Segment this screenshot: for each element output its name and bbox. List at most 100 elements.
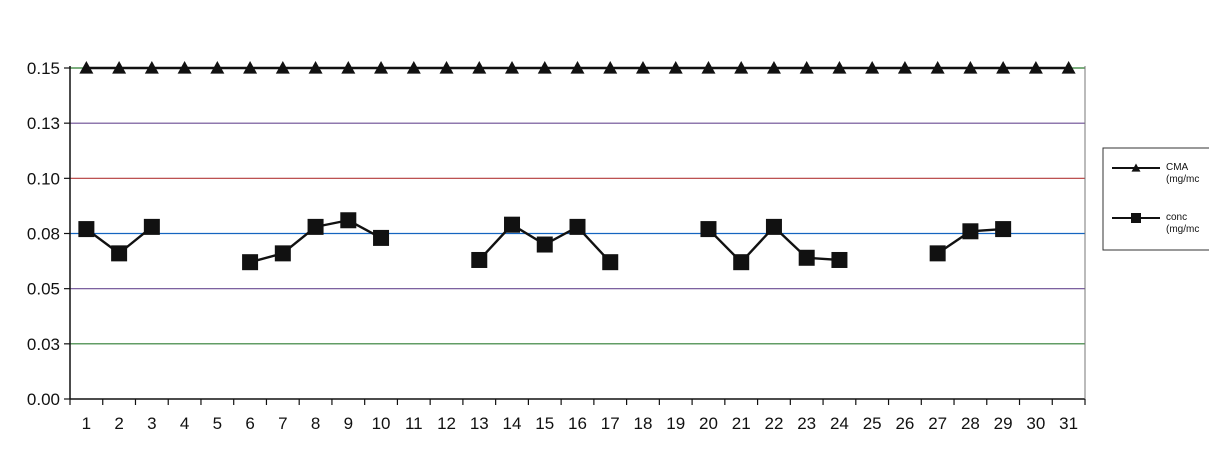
y-tick-label: 0.03 — [27, 335, 60, 354]
gridlines — [70, 67, 1085, 345]
x-tick-label: 18 — [634, 414, 653, 433]
square-marker — [962, 223, 979, 240]
y-tick-label: 0.00 — [27, 390, 60, 409]
y-tick-label: 0.05 — [27, 280, 60, 299]
y-tick-labels: 0.00 0.03 0.05 0.08 0.10 0.13 0.15 — [27, 59, 60, 409]
triangle-marker — [112, 61, 127, 74]
x-tick-label: 26 — [895, 414, 914, 433]
x-tick-label: 20 — [699, 414, 718, 433]
y-tick-label: 0.13 — [27, 114, 60, 133]
square-marker — [504, 216, 521, 233]
series-cma — [79, 61, 1076, 74]
triangle-marker — [766, 61, 781, 74]
y-tick-label: 0.08 — [27, 225, 60, 244]
square-marker — [242, 254, 259, 271]
x-tick-label: 27 — [928, 414, 947, 433]
x-tick-label: 16 — [568, 414, 587, 433]
legend-label-unit: (mg/mc — [1166, 224, 1199, 235]
triangle-marker — [1061, 61, 1076, 74]
triangle-marker — [865, 61, 880, 74]
triangle-marker — [505, 61, 520, 74]
square-marker — [274, 245, 291, 262]
square-marker — [307, 218, 324, 235]
x-tick-label: 22 — [764, 414, 783, 433]
x-tick-label: 19 — [666, 414, 685, 433]
triangle-marker — [734, 61, 749, 74]
triangle-marker — [210, 61, 225, 74]
triangle-marker — [439, 61, 454, 74]
x-tick-labels: 1 2 3 4 5 6 7 8 9 10 11 12 13 14 15 16 17 18 19 20 21 22 23 24 2… — [82, 414, 1078, 433]
legend-label-unit: (mg/mc — [1166, 174, 1199, 185]
triangle-marker — [144, 61, 159, 74]
x-tick-label: 10 — [372, 414, 391, 433]
x-tick-label: 3 — [147, 414, 156, 433]
x-tick-label: 29 — [994, 414, 1013, 433]
x-tick-label: 24 — [830, 414, 849, 433]
triangle-marker — [701, 61, 716, 74]
square-marker — [995, 221, 1012, 238]
triangle-marker — [79, 61, 94, 74]
series-conc — [78, 212, 1012, 271]
triangle-marker — [570, 61, 585, 74]
triangle-marker — [406, 61, 421, 74]
triangle-marker — [996, 61, 1011, 74]
triangle-marker — [537, 61, 552, 74]
square-marker — [798, 249, 815, 266]
y-tick-label: 0.15 — [27, 59, 60, 78]
x-tick-label: 25 — [863, 414, 882, 433]
square-marker — [831, 251, 848, 268]
triangle-marker — [603, 61, 618, 74]
triangle-marker — [668, 61, 683, 74]
square-marker — [700, 221, 717, 238]
x-tick-label: 13 — [470, 414, 489, 433]
x-tick-label: 4 — [180, 414, 189, 433]
triangle-marker — [930, 61, 945, 74]
square-marker — [143, 218, 160, 235]
y-tick-label: 0.10 — [27, 169, 60, 188]
legend-label: CMA — [1166, 162, 1189, 173]
triangle-marker — [832, 61, 847, 74]
square-marker — [78, 221, 95, 238]
legend-triangle-marker — [1131, 163, 1141, 172]
x-tick-label: 11 — [405, 414, 423, 433]
square-marker — [471, 251, 488, 268]
x-tick-label: 15 — [535, 414, 554, 433]
x-tick-label: 9 — [344, 414, 353, 433]
triangle-marker — [963, 61, 978, 74]
x-tick-label: 8 — [311, 414, 320, 433]
series-layer — [78, 61, 1076, 271]
x-tick-label: 7 — [278, 414, 287, 433]
x-tick-label: 14 — [503, 414, 522, 433]
x-tick-label: 17 — [601, 414, 620, 433]
triangle-marker — [472, 61, 487, 74]
axes — [64, 66, 1086, 405]
square-marker — [536, 236, 553, 253]
square-marker — [569, 218, 586, 235]
triangle-marker — [374, 61, 389, 74]
legend-square-marker — [1131, 213, 1141, 223]
square-marker — [602, 254, 619, 271]
square-marker — [733, 254, 750, 271]
x-tick-label: 28 — [961, 414, 980, 433]
triangle-marker — [341, 61, 356, 74]
x-tick-label: 5 — [213, 414, 222, 433]
x-tick-label: 1 — [82, 414, 91, 433]
triangle-marker — [275, 61, 290, 74]
triangle-marker — [1028, 61, 1043, 74]
square-marker — [929, 245, 946, 262]
triangle-marker — [177, 61, 192, 74]
legend-box — [1102, 147, 1209, 251]
triangle-marker — [243, 61, 258, 74]
triangle-marker — [897, 61, 912, 74]
square-marker — [373, 229, 390, 246]
triangle-marker — [635, 61, 650, 74]
triangle-marker — [308, 61, 323, 74]
x-tick-label: 12 — [437, 414, 456, 433]
x-tick-label: 21 — [732, 414, 751, 433]
x-tick-label: 2 — [114, 414, 123, 433]
square-marker — [111, 245, 128, 262]
triangle-marker — [799, 61, 814, 74]
